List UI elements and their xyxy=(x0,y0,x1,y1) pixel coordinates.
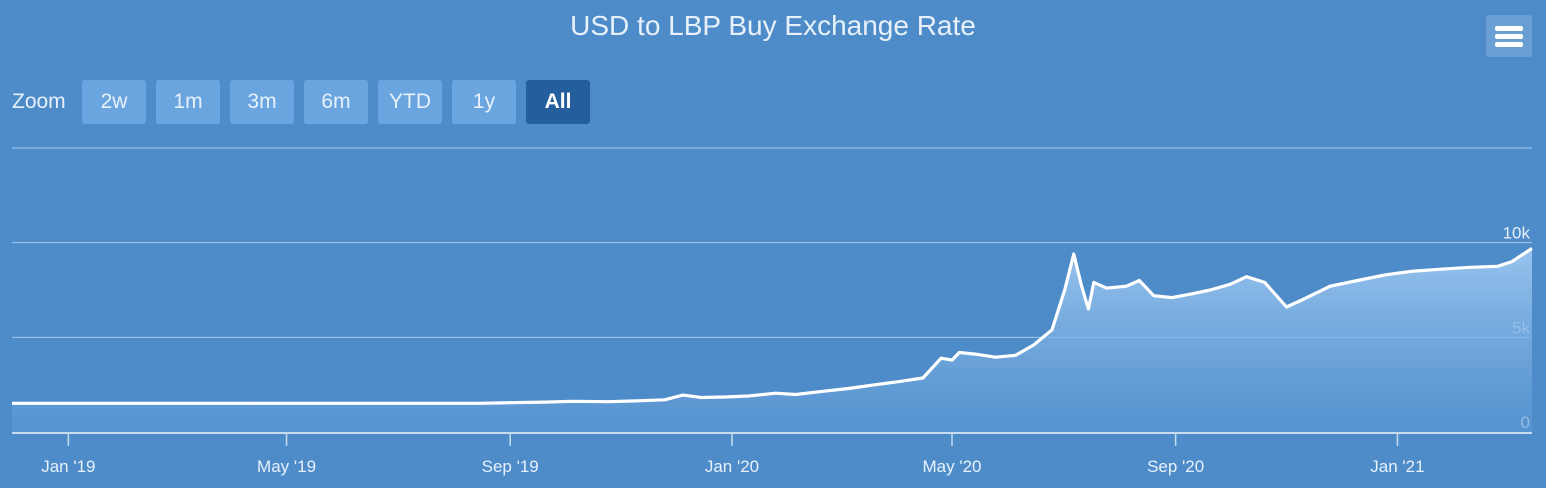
zoom-button-2w[interactable]: 2w xyxy=(82,80,146,124)
y-tick-label: 10k xyxy=(1503,224,1531,243)
x-tick-label: Sep '19 xyxy=(482,457,539,476)
hamburger-menu-icon xyxy=(1495,34,1523,39)
hamburger-menu-icon xyxy=(1495,42,1523,47)
x-axis: Jan '19 May '19 Sep '19 Jan '20 May '20 Sep '… xyxy=(12,432,1532,476)
x-tick-label: Jan '19 xyxy=(41,457,95,476)
zoom-button-3m[interactable]: 3m xyxy=(230,80,294,124)
zoom-button-ytd[interactable]: YTD xyxy=(378,80,442,124)
x-tick-label: Jan '20 xyxy=(705,457,759,476)
hamburger-menu-icon xyxy=(1495,26,1523,31)
x-tick-label: Sep '20 xyxy=(1147,457,1204,476)
x-tick-label: Jan '21 xyxy=(1370,457,1424,476)
zoom-button-6m[interactable]: 6m xyxy=(304,80,368,124)
chart-title: USD to LBP Buy Exchange Rate xyxy=(570,10,976,41)
chart-menu-button[interactable] xyxy=(1486,15,1532,57)
zoom-button-all[interactable]: All xyxy=(526,80,590,124)
x-tick-label: May '19 xyxy=(257,457,316,476)
x-tick-label: May '20 xyxy=(923,457,982,476)
zoom-label: Zoom xyxy=(12,90,66,113)
series-line[interactable] xyxy=(12,246,1533,405)
zoom-button-1m[interactable]: 1m xyxy=(156,80,220,124)
zoom-button-1y[interactable]: 1y xyxy=(452,80,516,124)
